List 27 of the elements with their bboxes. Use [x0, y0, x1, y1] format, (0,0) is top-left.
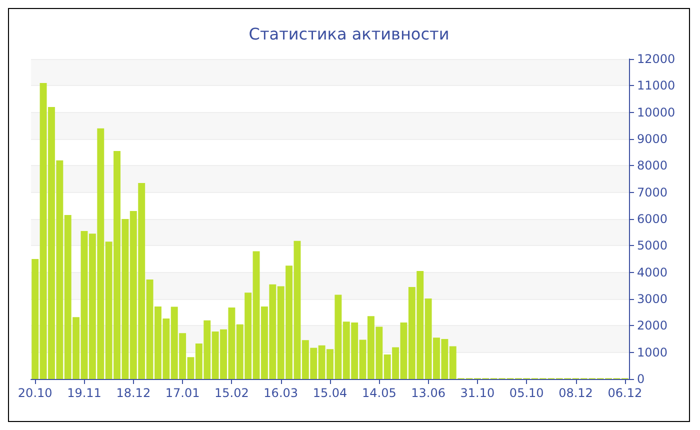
x-tick-label: 08.12: [558, 386, 593, 400]
y-tick-label: 5000: [637, 238, 668, 253]
x-tick-label: 18.12: [116, 386, 151, 400]
y-tick-label: 2000: [637, 318, 668, 333]
y-tick-label: 1000: [637, 345, 668, 360]
y-tick-label: 9000: [637, 132, 668, 146]
x-tick-label: 15.04: [312, 386, 348, 400]
x-tick-label: 15.02: [214, 386, 249, 400]
y-tick-label: 8000: [637, 158, 668, 173]
x-tick-label: 17.01: [165, 386, 200, 400]
x-tick-label: 19.11: [67, 386, 102, 400]
y-tick-label: 10000: [637, 105, 676, 120]
y-tick-label: 7000: [637, 185, 668, 200]
x-tick-label: 20.10: [18, 386, 52, 400]
x-tick-label: 06.12: [608, 386, 642, 400]
y-tick-label: 3000: [637, 292, 668, 306]
x-tick-label: 14.05: [362, 386, 396, 400]
x-tick-label: 31.10: [460, 386, 495, 400]
chart-title: Статистика активности: [248, 24, 450, 44]
y-tick-label: 11000: [637, 78, 676, 93]
y-tick-label: 12000: [637, 52, 676, 66]
y-tick-label: 0: [637, 372, 645, 386]
x-tick-label: 16.03: [264, 386, 298, 400]
y-tick-label: 6000: [637, 212, 668, 226]
y-tick-label: 4000: [637, 265, 668, 280]
x-tick-label: 05.10: [509, 386, 544, 400]
x-tick-label: 13.06: [411, 386, 446, 400]
